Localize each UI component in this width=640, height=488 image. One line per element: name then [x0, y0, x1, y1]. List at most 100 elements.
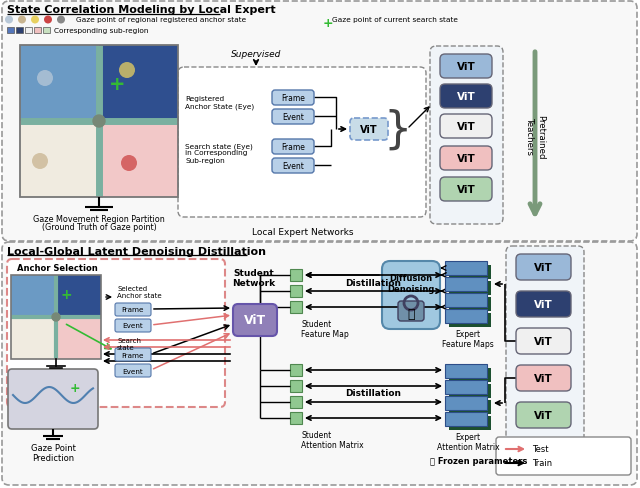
FancyBboxPatch shape [2, 243, 637, 485]
Bar [56, 317, 101, 359]
FancyBboxPatch shape [496, 437, 631, 475]
Text: Expert
Feature Maps: Expert Feature Maps [442, 329, 494, 349]
Bar [20, 46, 178, 198]
Bar [290, 364, 302, 376]
Circle shape [5, 17, 13, 24]
Text: 🔒 Frozen parameters: 🔒 Frozen parameters [430, 457, 527, 466]
Text: ViT: ViT [456, 184, 476, 195]
FancyBboxPatch shape [115, 304, 151, 316]
Bar [445, 364, 487, 378]
Text: }: } [384, 108, 412, 151]
Bar [449, 282, 491, 295]
Bar [11, 275, 101, 359]
FancyBboxPatch shape [115, 348, 151, 361]
Text: ViT: ViT [456, 92, 476, 102]
Text: Diffusion
Denoising: Diffusion Denoising [387, 274, 435, 293]
Text: +: + [70, 381, 81, 394]
Bar [290, 302, 302, 313]
Circle shape [32, 154, 48, 170]
FancyBboxPatch shape [115, 364, 151, 377]
Text: Pretrained
Teachers: Pretrained Teachers [525, 115, 545, 159]
Bar [20, 122, 99, 198]
Text: Registered
Anchor State (Eye): Registered Anchor State (Eye) [185, 96, 254, 109]
Bar [445, 278, 487, 291]
Bar [16, 28, 23, 34]
Text: Event: Event [123, 323, 143, 329]
Bar [99, 122, 178, 198]
FancyBboxPatch shape [516, 328, 571, 354]
Text: Train: Train [532, 459, 552, 468]
FancyBboxPatch shape [8, 369, 98, 429]
Text: Supervised: Supervised [231, 50, 281, 59]
Text: Student
Network: Student Network [232, 268, 276, 288]
Bar [56, 275, 101, 317]
Text: Gaze Movement Region Partition: Gaze Movement Region Partition [33, 215, 165, 224]
Bar [43, 28, 50, 34]
Bar [449, 368, 491, 382]
FancyBboxPatch shape [516, 365, 571, 391]
Circle shape [93, 116, 105, 128]
FancyBboxPatch shape [516, 254, 571, 281]
Text: Anchor Selection: Anchor Selection [17, 264, 98, 272]
Circle shape [121, 156, 137, 172]
Text: Local Expert Networks: Local Expert Networks [252, 227, 354, 237]
Text: Test: Test [532, 445, 548, 453]
FancyBboxPatch shape [440, 147, 492, 171]
Bar [445, 412, 487, 426]
Bar [445, 396, 487, 410]
Text: Frame: Frame [281, 94, 305, 103]
Bar [99, 46, 178, 122]
FancyBboxPatch shape [430, 47, 503, 224]
Text: ViT: ViT [534, 373, 552, 383]
Text: Frame: Frame [122, 307, 144, 313]
FancyBboxPatch shape [178, 68, 426, 218]
Bar [290, 285, 302, 297]
Circle shape [57, 17, 65, 24]
FancyBboxPatch shape [350, 119, 388, 141]
Text: ViT: ViT [244, 314, 266, 327]
Text: ViT: ViT [456, 122, 476, 132]
Bar [449, 384, 491, 398]
Bar [449, 297, 491, 311]
FancyBboxPatch shape [272, 159, 314, 174]
Circle shape [18, 17, 26, 24]
Text: +: + [60, 287, 72, 302]
Text: ViT: ViT [456, 62, 476, 72]
FancyBboxPatch shape [398, 302, 424, 321]
Circle shape [44, 17, 52, 24]
Text: ViT: ViT [456, 154, 476, 163]
Circle shape [31, 17, 39, 24]
FancyBboxPatch shape [2, 2, 637, 242]
Text: ViT: ViT [534, 410, 552, 420]
Bar [449, 313, 491, 327]
Text: (Ground Truth of Gaze point): (Ground Truth of Gaze point) [42, 223, 156, 231]
Text: +: + [323, 17, 333, 30]
Bar [445, 262, 487, 275]
FancyBboxPatch shape [272, 110, 314, 125]
Text: Search
state: Search state [117, 337, 141, 350]
Text: ViT: ViT [534, 263, 552, 272]
Bar [7, 28, 14, 34]
Bar [290, 412, 302, 424]
Text: Gaze point of regional registered anchor state: Gaze point of regional registered anchor… [76, 17, 246, 23]
Text: Corresponding sub-region: Corresponding sub-region [54, 28, 148, 34]
Text: ViT: ViT [534, 299, 552, 309]
FancyBboxPatch shape [382, 262, 440, 329]
Bar [449, 416, 491, 430]
Bar [11, 317, 56, 359]
Circle shape [37, 71, 53, 87]
Bar [445, 380, 487, 394]
Text: Student
Feature Map: Student Feature Map [301, 319, 349, 339]
Circle shape [52, 313, 60, 321]
Bar [290, 396, 302, 408]
FancyBboxPatch shape [440, 85, 492, 109]
FancyBboxPatch shape [233, 305, 277, 336]
Circle shape [119, 63, 135, 79]
FancyBboxPatch shape [440, 178, 492, 202]
Text: Frame: Frame [122, 352, 144, 358]
FancyBboxPatch shape [7, 260, 225, 407]
Text: Local-Global Latent Denoising Distillation: Local-Global Latent Denoising Distillati… [7, 246, 266, 257]
FancyBboxPatch shape [115, 319, 151, 332]
Text: Gaze Point
Prediction: Gaze Point Prediction [31, 443, 76, 463]
Text: ViT: ViT [534, 336, 552, 346]
